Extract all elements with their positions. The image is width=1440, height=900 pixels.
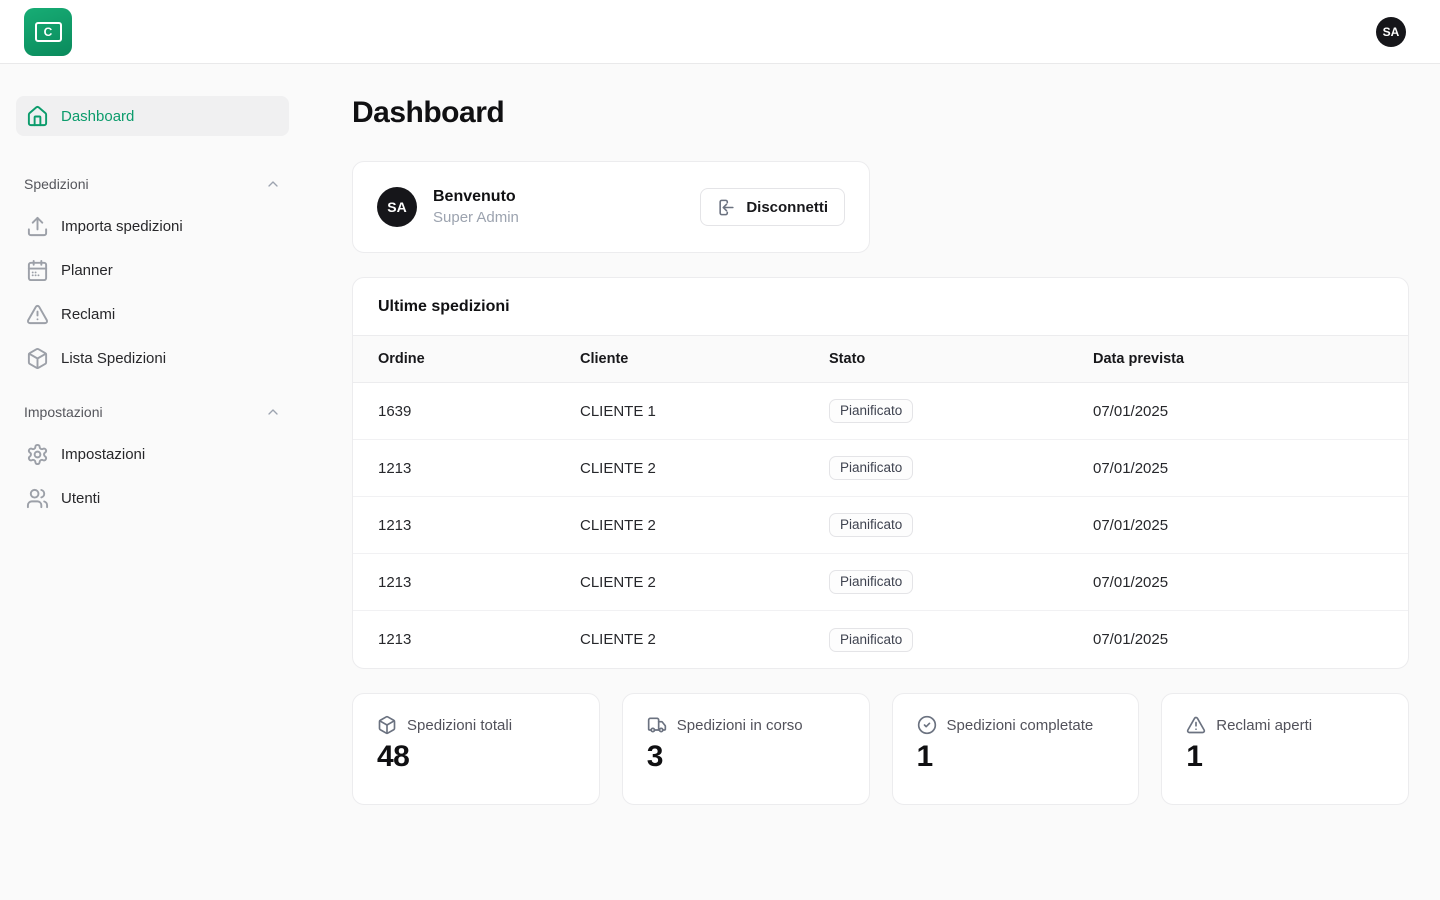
stat-card-spedizioni-totali: Spedizioni totali 48 <box>352 693 600 805</box>
user-avatar[interactable]: SA <box>1376 16 1406 47</box>
stats-row: Spedizioni totali 48 Spedizioni in corso <box>352 693 1409 805</box>
stat-card-spedizioni-completate: Spedizioni completate 1 <box>891 693 1140 805</box>
logout-button[interactable]: Disconnetti <box>700 188 845 226</box>
column-header-ordine: Ordine <box>378 351 425 367</box>
table-row[interactable]: 1213 CLIENTE 2 Pianificato 07/01/2025 <box>353 497 1408 554</box>
chevron-up-icon <box>265 176 281 192</box>
sidebar: Dashboard Spedizioni Importa spedizioni <box>0 64 305 900</box>
cell-data-prevista: 07/01/2025 <box>1093 516 1169 534</box>
alert-triangle-icon <box>1186 715 1206 735</box>
main-content: Dashboard SA Benvenuto Super Admin Disco… <box>305 64 1440 900</box>
sidebar-item-reclami[interactable]: Reclami <box>16 292 289 336</box>
stat-value: 48 <box>377 740 410 773</box>
stat-label: Spedizioni completate <box>946 716 1094 734</box>
column-header-cliente: Cliente <box>580 351 629 367</box>
table-row[interactable]: 1213 CLIENTE 2 Pianificato 07/01/2025 <box>353 554 1408 611</box>
sidebar-section-impostazioni[interactable]: Impostazioni <box>16 404 289 420</box>
sidebar-item-label: Impostazioni <box>61 445 146 463</box>
column-header-data-prevista: Data prevista <box>1093 351 1185 367</box>
stat-value: 1 <box>1186 740 1203 773</box>
sidebar-item-lista-spedizioni[interactable]: Lista Spedizioni <box>16 336 289 380</box>
stat-value: 3 <box>646 740 664 773</box>
cell-data-prevista: 07/01/2025 <box>1093 573 1169 591</box>
upload-icon <box>26 215 49 238</box>
sidebar-item-impostazioni[interactable]: Impostazioni <box>16 432 289 476</box>
latest-shipments-card: Ultime spedizioni Ordine Cliente Stato D… <box>352 277 1409 669</box>
welcome-greeting: Benvenuto <box>433 188 516 205</box>
avatar-initials: SA <box>387 199 407 215</box>
cell-ordine: 1639 <box>378 402 412 420</box>
users-icon <box>26 487 49 510</box>
sidebar-section-spedizioni[interactable]: Spedizioni <box>16 176 289 192</box>
sidebar-item-label: Lista Spedizioni <box>61 349 167 367</box>
sidebar-item-label: Importa spedizioni <box>61 217 183 235</box>
circle-check-icon <box>917 715 937 735</box>
stat-label: Spedizioni in corso <box>676 716 803 734</box>
stat-value: 1 <box>916 740 934 773</box>
logo-letter: C <box>43 24 53 39</box>
table-header-row: Ordine Cliente Stato Data prevista <box>353 335 1408 383</box>
sidebar-item-label: Utenti <box>61 489 101 507</box>
stat-label: Spedizioni totali <box>407 716 513 734</box>
cell-cliente: CLIENTE 2 <box>580 573 656 591</box>
sidebar-item-label: Reclami <box>61 305 116 323</box>
section-label: Impostazioni <box>24 404 103 420</box>
table-row[interactable]: 1213 CLIENTE 2 Pianificato 07/01/2025 <box>353 611 1408 668</box>
section-label: Spedizioni <box>24 176 89 192</box>
logout-icon <box>717 198 736 217</box>
cell-cliente: CLIENTE 2 <box>580 631 656 648</box>
alert-triangle-icon <box>26 303 49 326</box>
logo-monitor-icon: C <box>34 21 62 42</box>
cell-cliente: CLIENTE 2 <box>580 516 656 534</box>
stat-card-reclami-aperti: Reclami aperti 1 <box>1161 693 1409 805</box>
cell-data-prevista: 07/01/2025 <box>1093 631 1169 648</box>
avatar-initials: SA <box>1382 24 1400 39</box>
sidebar-item-label: Planner <box>61 261 113 279</box>
welcome-role: Super Admin <box>433 209 519 226</box>
package-icon <box>377 715 397 735</box>
gear-icon <box>26 443 49 466</box>
welcome-card: SA Benvenuto Super Admin Disconnetti <box>352 161 870 253</box>
status-badge: Pianificato <box>829 570 914 594</box>
cell-cliente: CLIENTE 1 <box>580 402 656 420</box>
cell-ordine: 1213 <box>378 516 412 534</box>
sidebar-item-dashboard[interactable]: Dashboard <box>16 96 289 136</box>
sidebar-item-label: Dashboard <box>61 107 135 125</box>
topbar: C SA <box>0 0 1440 64</box>
app-logo[interactable]: C <box>24 7 72 56</box>
cell-data-prevista: 07/01/2025 <box>1093 402 1169 420</box>
sidebar-item-planner[interactable]: Planner <box>16 248 289 292</box>
cell-cliente: CLIENTE 2 <box>580 459 656 477</box>
table-row[interactable]: 1639 CLIENTE 1 Pianificato 07/01/2025 <box>353 383 1408 440</box>
cell-ordine: 1213 <box>378 631 412 648</box>
stat-label: Reclami aperti <box>1216 716 1313 734</box>
calendar-icon <box>26 259 49 282</box>
cell-ordine: 1213 <box>378 573 412 591</box>
cell-data-prevista: 07/01/2025 <box>1093 459 1169 477</box>
status-badge: Pianificato <box>829 627 914 652</box>
welcome-avatar: SA <box>377 187 417 227</box>
table-title: Ultime spedizioni <box>378 297 510 315</box>
table-body: 1639 CLIENTE 1 Pianificato 07/01/2025 12… <box>353 383 1408 668</box>
truck-icon <box>647 715 667 735</box>
sidebar-item-utenti[interactable]: Utenti <box>16 476 289 520</box>
package-icon <box>26 347 49 370</box>
logout-button-label: Disconnetti <box>746 198 828 216</box>
cell-ordine: 1213 <box>378 459 412 477</box>
status-badge: Pianificato <box>829 456 914 480</box>
page-title: Dashboard <box>352 96 505 129</box>
home-icon <box>26 105 49 128</box>
table-row[interactable]: 1213 CLIENTE 2 Pianificato 07/01/2025 <box>353 440 1408 497</box>
chevron-up-icon <box>265 404 281 420</box>
status-badge: Pianificato <box>829 513 914 537</box>
stat-card-spedizioni-in-corso: Spedizioni in corso 3 <box>621 693 870 805</box>
sidebar-group-impostazioni: Impostazioni Impostazioni <box>16 404 289 520</box>
status-badge: Pianificato <box>829 399 914 423</box>
column-header-stato: Stato <box>829 351 866 367</box>
sidebar-item-importa-spedizioni[interactable]: Importa spedizioni <box>16 204 289 248</box>
sidebar-group-spedizioni: Spedizioni Importa spedizioni <box>16 176 289 380</box>
